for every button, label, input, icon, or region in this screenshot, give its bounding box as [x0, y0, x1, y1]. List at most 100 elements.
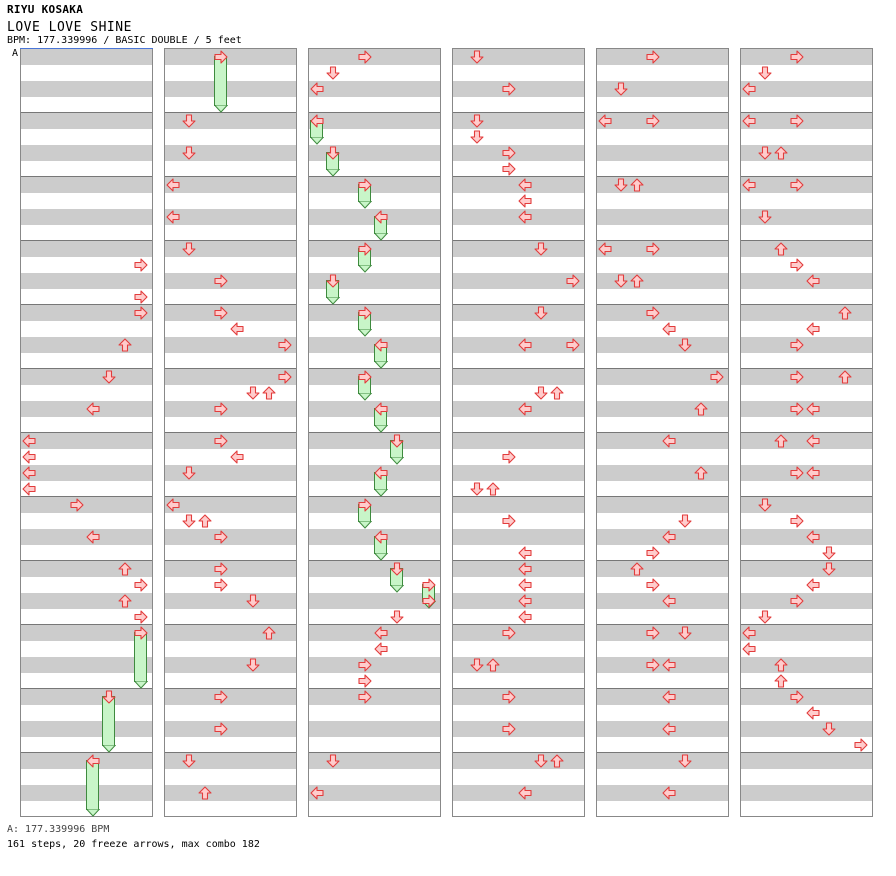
arrow-down-icon: [470, 482, 484, 496]
freeze-tail: [389, 457, 404, 466]
arrow-left-icon: [518, 546, 532, 560]
arrow-up-icon: [486, 482, 500, 496]
arrow-up-icon: [838, 306, 852, 320]
freeze-head-down-icon: [326, 274, 340, 288]
arrow-left-icon: [742, 114, 756, 128]
arrow-left-icon: [230, 450, 244, 464]
chart-meta: BPM: 177.339996 / BASIC DOUBLE / 5 feet: [7, 35, 242, 46]
arrow-down-icon: [182, 754, 196, 768]
measure-line: [309, 304, 440, 305]
freeze-tail: [325, 297, 340, 306]
arrow-right-icon: [134, 578, 148, 592]
arrow-up-icon: [486, 658, 500, 672]
arrow-right-icon: [790, 594, 804, 608]
measure-line: [597, 752, 728, 753]
measure-line: [165, 304, 296, 305]
arrow-right-icon: [502, 690, 516, 704]
arrow-up-icon: [774, 658, 788, 672]
arrow-left-icon: [166, 178, 180, 192]
arrow-down-icon: [534, 306, 548, 320]
arrow-left-icon: [662, 786, 676, 800]
measure-line: [597, 688, 728, 689]
arrow-right-icon: [214, 562, 228, 576]
arrow-down-icon: [678, 754, 692, 768]
freeze-tail: [389, 585, 404, 594]
measure-line: [165, 624, 296, 625]
freeze-head-left-icon: [374, 210, 388, 224]
arrow-left-icon: [518, 594, 532, 608]
arrow-right-icon: [214, 434, 228, 448]
measure-line: [165, 112, 296, 113]
arrow-left-icon: [662, 434, 676, 448]
arrow-left-icon: [806, 706, 820, 720]
arrow-left-icon: [166, 210, 180, 224]
measure-line: [21, 304, 152, 305]
measure-line: [309, 432, 440, 433]
arrow-left-icon: [518, 786, 532, 800]
arrow-up-icon: [838, 370, 852, 384]
measure-line: [165, 496, 296, 497]
measure-line: [21, 112, 152, 113]
measure-line: [453, 688, 584, 689]
chart-stats: 161 steps, 20 freeze arrows, max combo 1…: [7, 839, 260, 850]
arrow-down-icon: [182, 242, 196, 256]
measure-line: [309, 688, 440, 689]
arrow-right-icon: [358, 690, 372, 704]
arrow-up-icon: [774, 674, 788, 688]
measure-line: [597, 496, 728, 497]
arrow-down-icon: [822, 722, 836, 736]
measure-line: [453, 304, 584, 305]
freeze-tail: [101, 745, 116, 754]
song-title: LOVE LOVE SHINE: [7, 20, 132, 35]
arrow-up-icon: [630, 274, 644, 288]
measure-line: [597, 112, 728, 113]
measure-line: [597, 560, 728, 561]
freeze-tail: [373, 361, 388, 370]
arrow-right-icon: [646, 114, 660, 128]
freeze-head-right-icon: [358, 370, 372, 384]
arrow-left-icon: [310, 82, 324, 96]
arrow-right-icon: [854, 738, 868, 752]
measure-line: [21, 752, 152, 753]
arrow-right-icon: [790, 466, 804, 480]
freeze-tail: [213, 105, 228, 114]
arrow-down-icon: [390, 610, 404, 624]
measure-line: [21, 496, 152, 497]
freeze-head-left-icon: [86, 754, 100, 768]
arrow-left-icon: [742, 626, 756, 640]
freeze-head-left-icon: [374, 338, 388, 352]
chart-column-3: [308, 48, 441, 817]
arrow-left-icon: [518, 178, 532, 192]
freeze-tail: [325, 169, 340, 178]
bpm-legend: A: 177.339996 BPM: [7, 824, 110, 835]
arrow-up-icon: [694, 402, 708, 416]
freeze-tail: [357, 265, 372, 274]
freeze-head-right-icon: [214, 50, 228, 64]
measure-line: [453, 432, 584, 433]
measure-line: [597, 624, 728, 625]
arrow-left-icon: [806, 466, 820, 480]
measure-line: [741, 112, 872, 113]
arrow-down-icon: [182, 114, 196, 128]
freeze-head-right-icon: [358, 178, 372, 192]
arrow-down-icon: [326, 66, 340, 80]
freeze-tail: [373, 489, 388, 498]
arrow-down-icon: [534, 386, 548, 400]
arrow-right-icon: [502, 162, 516, 176]
arrow-down-icon: [246, 594, 260, 608]
arrow-right-icon: [422, 594, 436, 608]
arrow-right-icon: [278, 338, 292, 352]
measure-line: [741, 368, 872, 369]
arrow-left-icon: [86, 530, 100, 544]
arrow-right-icon: [502, 514, 516, 528]
freeze-tail: [309, 137, 324, 146]
arrow-down-icon: [758, 146, 772, 160]
arrow-left-icon: [662, 722, 676, 736]
arrow-right-icon: [790, 514, 804, 528]
arrow-left-icon: [518, 562, 532, 576]
freeze-head-right-icon: [358, 498, 372, 512]
measure-line: [597, 240, 728, 241]
arrow-right-icon: [566, 274, 580, 288]
freeze-head-down-icon: [102, 690, 116, 704]
arrow-right-icon: [646, 306, 660, 320]
